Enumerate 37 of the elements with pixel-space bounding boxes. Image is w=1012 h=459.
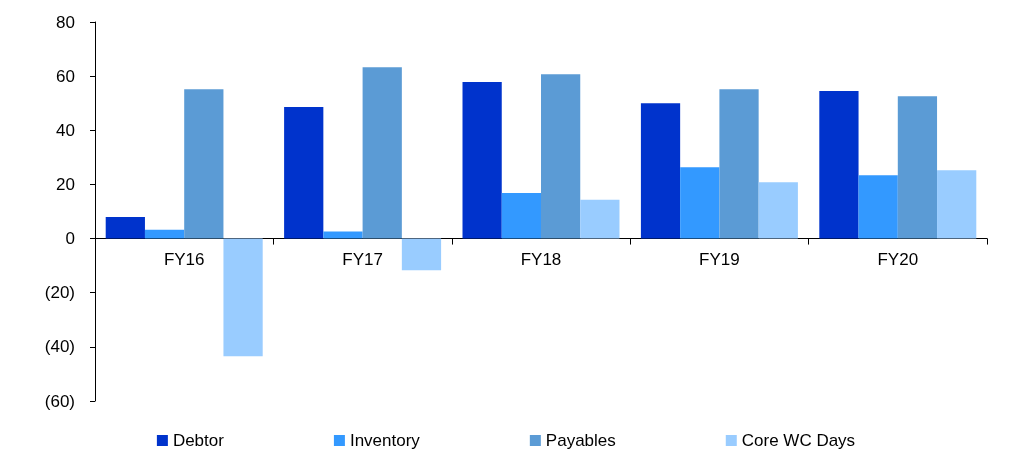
bar	[401, 238, 442, 271]
y-tick-label: (40)	[44, 337, 75, 357]
legend-label: Payables	[545, 431, 616, 450]
x-tick-label: FY16	[163, 249, 205, 269]
bar	[144, 229, 185, 239]
y-tick-label: 40	[56, 120, 75, 140]
legend-label: Inventory	[349, 431, 421, 450]
bar	[580, 199, 620, 239]
x-tick-label: FY18	[520, 249, 562, 269]
y-tick-label: 20	[56, 174, 75, 194]
bar	[501, 193, 541, 239]
y-tick-label: 60	[56, 66, 75, 86]
bar	[758, 182, 798, 239]
y-tick-label: 0	[65, 229, 75, 249]
x-tick-label: FY20	[877, 249, 919, 269]
bar	[223, 238, 263, 357]
bar	[362, 67, 402, 239]
bar	[858, 175, 898, 239]
bar	[462, 82, 502, 239]
legend-label: Debtor	[172, 431, 225, 450]
bar	[105, 216, 145, 239]
bar	[284, 107, 324, 239]
bar	[184, 89, 224, 239]
x-tick-label: FY19	[699, 249, 740, 269]
y-tick-label: (60)	[44, 391, 75, 411]
bar	[719, 89, 759, 239]
bar	[680, 167, 720, 239]
bar	[323, 231, 363, 239]
y-tick-label: (20)	[44, 283, 75, 303]
y-tick-label: 80	[56, 12, 75, 32]
legend-label: Core WC Days	[741, 431, 856, 450]
bar	[897, 96, 938, 239]
bar	[541, 74, 581, 239]
bar	[937, 170, 977, 239]
bar	[640, 103, 681, 239]
x-tick-label: FY17	[342, 249, 383, 269]
bar	[819, 91, 859, 239]
